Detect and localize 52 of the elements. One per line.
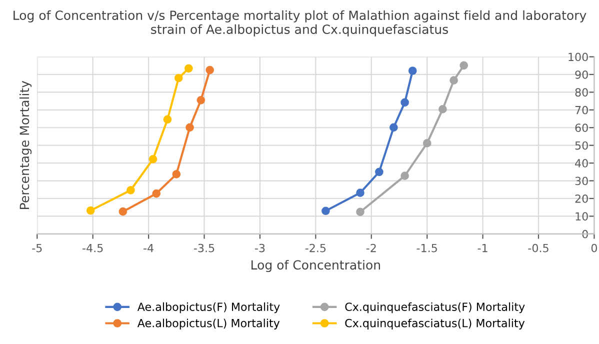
y-tick-label: 20 <box>575 194 588 203</box>
point <box>438 105 447 114</box>
point <box>196 96 206 104</box>
point <box>422 139 432 148</box>
x-tick-label: -1.5 <box>416 244 437 252</box>
x-tick-label: 0 <box>591 244 598 252</box>
point <box>356 188 364 197</box>
point <box>400 172 409 180</box>
x-tick-label: -3.5 <box>194 244 214 252</box>
chart-title: Log of Concentration v/s Percentage mortality plot of Malathion against field and laboratory strain of Ae.albopictus and Cx.quinquefasciatus <box>14 10 586 36</box>
x-tick-label: -5 <box>32 244 42 252</box>
point <box>163 115 172 124</box>
point <box>174 74 183 82</box>
x-tick-label: -1 <box>478 244 488 252</box>
y-axis-title: Percentage Mortality <box>19 80 32 209</box>
point <box>450 76 458 84</box>
point <box>460 61 468 70</box>
point <box>400 98 409 107</box>
point <box>118 207 128 216</box>
y-tick-label: 30 <box>575 176 588 186</box>
y-tick-label: 70 <box>575 106 588 114</box>
y-tick-label: 50 <box>575 141 588 150</box>
point <box>186 123 194 132</box>
y-tick-label: 80 <box>575 88 588 97</box>
point <box>408 66 417 75</box>
x-tick-label: -2 <box>366 244 376 252</box>
x-tick-label: -4.5 <box>82 244 103 252</box>
legend-label: Cx.quinquefasciatus(F) Mortality <box>345 302 525 314</box>
x-tick-label: -0.5 <box>528 244 548 252</box>
point <box>389 123 398 132</box>
y-tick-label: 100 <box>568 52 588 62</box>
y-tick-label: 40 <box>575 159 588 168</box>
point <box>172 170 181 178</box>
x-tick-label: -2.5 <box>305 244 326 252</box>
point <box>184 64 193 73</box>
x-axis-title: Log of Concentration <box>252 260 380 272</box>
y-tick-label: 10 <box>576 212 588 221</box>
y-tick-label: 90 <box>575 70 588 79</box>
legend-label: Ae.albopictus(F) Mortality <box>137 302 280 314</box>
point <box>148 154 158 164</box>
point <box>206 66 214 74</box>
point <box>375 168 384 176</box>
legend-label: Cx.quinquefasciatus(L) Mortality <box>345 318 525 330</box>
point <box>152 189 161 198</box>
point <box>86 206 95 215</box>
point <box>356 208 364 216</box>
x-tick-label: -4 <box>144 244 154 252</box>
x-tick-label: -3 <box>254 244 265 252</box>
y-tick-label: 60 <box>575 124 588 132</box>
point <box>126 186 135 194</box>
legend-label: Ae.albopictus(L) Mortality <box>137 318 280 330</box>
point <box>322 206 330 216</box>
